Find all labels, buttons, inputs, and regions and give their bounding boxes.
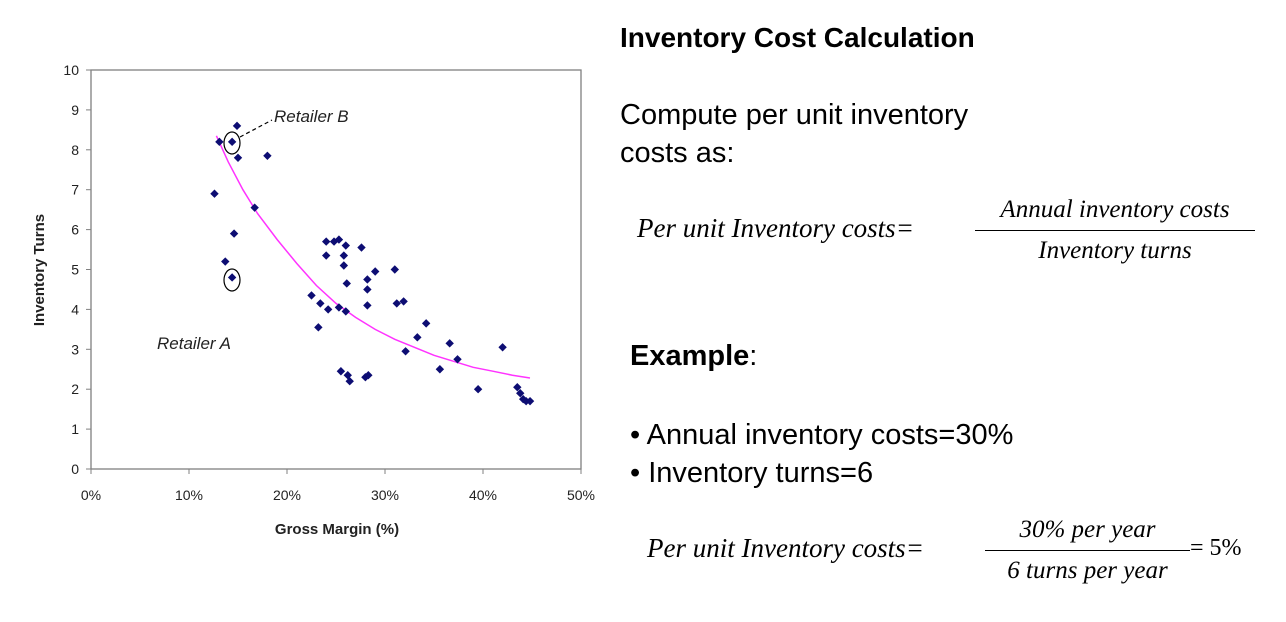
data-point: [345, 377, 354, 386]
data-point: [232, 121, 242, 131]
x-tick-label: 10%: [175, 487, 203, 503]
data-point: [513, 383, 522, 392]
retailer-a-highlight-circle: [223, 268, 241, 292]
example-heading: Example:: [630, 340, 757, 373]
y-tick-label: 1: [71, 421, 79, 437]
data-point: [518, 394, 528, 404]
data-point: [516, 388, 525, 398]
data-point: [307, 291, 316, 300]
data-point: [322, 251, 331, 260]
data-point: [250, 203, 259, 212]
x-tick-label: 20%: [273, 487, 301, 503]
data-point: [453, 355, 462, 364]
scatter-chart: 0 1 2 3 4 5 6 7 8 9 10 0% 10% 20% 30% 40% 50% Retailer …: [31, 62, 595, 538]
y-axis-ticks: 0 1 2 3 4 5 6 7 8 9 10: [63, 62, 91, 477]
data-point: [445, 339, 454, 348]
data-point: [339, 251, 349, 260]
data-point: [210, 189, 219, 198]
data-point: [334, 235, 344, 244]
retailer-b-leader-line: [239, 119, 273, 138]
data-point: [339, 261, 349, 270]
data-point: [342, 279, 351, 288]
y-tick-label: 4: [71, 301, 79, 317]
y-tick-label: 9: [71, 102, 79, 118]
intro-text: Compute per unit inventory costs as:: [620, 99, 969, 169]
data-point: [229, 229, 239, 238]
data-point: [435, 365, 445, 374]
bullet-inventory-turns: • Inventory turns=6: [630, 457, 874, 489]
annotations: Retailer B Retailer A: [157, 107, 349, 353]
x-tick-label: 0%: [81, 487, 101, 503]
data-point: [371, 267, 380, 276]
data-point: [390, 265, 399, 274]
data-point: [314, 323, 323, 332]
example-label: Example: [630, 340, 750, 372]
x-axis-label: Gross Margin (%): [275, 521, 399, 538]
data-point: [322, 237, 331, 246]
data-point: [215, 137, 224, 147]
data-point: [421, 319, 431, 328]
formula1-lhs: Per unit Inventory costs=: [637, 213, 914, 243]
data-point: [392, 299, 401, 308]
data-point: [341, 307, 350, 316]
data-point: [221, 257, 230, 266]
data-point: [227, 273, 237, 282]
y-tick-label: 6: [71, 222, 79, 238]
formula2-result: = 5%: [1190, 535, 1242, 561]
data-point: [525, 396, 535, 406]
data-point: [399, 297, 408, 306]
x-tick-label: 30%: [371, 487, 399, 503]
data-point: [413, 333, 422, 342]
example-bullets: • Annual inventory costs=30% • Inventory…: [630, 416, 1013, 492]
data-point: [227, 137, 237, 147]
data-point: [498, 343, 507, 352]
data-point: [357, 243, 366, 252]
data-point: [263, 151, 272, 160]
y-tick-label: 3: [71, 341, 79, 357]
formula1-fraction: Annual inventory costs Inventory turns: [975, 196, 1255, 265]
data-point: [473, 385, 483, 394]
x-tick-label: 50%: [567, 487, 595, 503]
data-point: [401, 347, 410, 356]
y-tick-label: 0: [71, 461, 79, 477]
data-points: [210, 121, 535, 406]
data-point: [363, 275, 372, 284]
data-point: [363, 285, 372, 294]
data-point: [334, 303, 344, 312]
data-point: [323, 305, 333, 314]
formula1-numerator: Annual inventory costs: [975, 196, 1255, 231]
formula2-fraction: 30% per year 6 turns per year: [985, 516, 1190, 585]
formula2-denominator: 6 turns per year: [1007, 557, 1168, 584]
data-point: [316, 299, 325, 308]
x-tick-label: 40%: [469, 487, 497, 503]
data-point: [364, 371, 373, 380]
plot-area: [90, 69, 582, 470]
retailer-b-highlight-circle: [223, 131, 241, 155]
formula2-numerator: 30% per year: [985, 516, 1190, 551]
y-tick-label: 2: [71, 381, 79, 397]
retailer-b-label: Retailer B: [274, 107, 349, 126]
data-point: [341, 241, 350, 250]
data-point: [336, 367, 346, 376]
x-axis-ticks: 0% 10% 20% 30% 40% 50%: [81, 469, 595, 503]
y-tick-label: 10: [63, 62, 79, 78]
data-point: [233, 153, 243, 162]
y-tick-label: 8: [71, 142, 79, 158]
retailer-a-label: Retailer A: [157, 334, 231, 353]
formula1-denominator: Inventory turns: [1038, 237, 1192, 264]
y-tick-label: 5: [71, 262, 79, 278]
bullet-annual-costs: • Annual inventory costs=30%: [630, 419, 1014, 451]
formula2-lhs: Per unit Inventory costs=: [647, 533, 924, 563]
example-colon: :: [749, 340, 758, 372]
page-title: Inventory Cost Calculation: [620, 22, 975, 53]
data-point: [363, 301, 372, 310]
y-axis-label: Inventory Turns: [31, 214, 48, 326]
y-tick-label: 7: [71, 182, 79, 198]
